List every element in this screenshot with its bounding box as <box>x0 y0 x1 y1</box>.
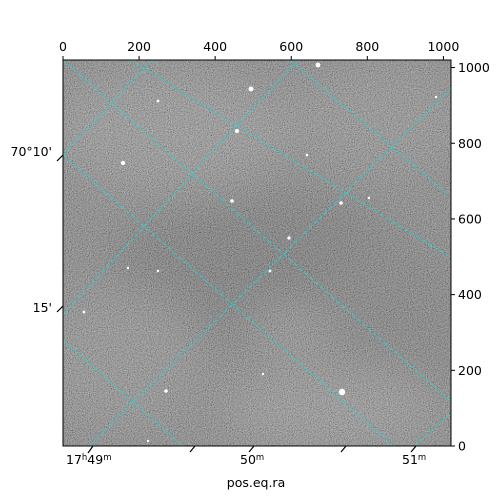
ra-tick <box>410 445 417 453</box>
dec-tick <box>56 154 64 162</box>
y-tick-label: 800 <box>458 136 482 151</box>
dec-tick <box>56 305 64 313</box>
x-tick-label: 600 <box>279 39 303 54</box>
y-tick-label: 200 <box>458 363 482 378</box>
left-dec-axis <box>56 154 64 313</box>
grid-line <box>129 60 451 259</box>
grid-line <box>63 154 395 446</box>
coordinate-grid <box>63 60 451 446</box>
x-tick-label: 0 <box>59 39 67 54</box>
grid-line <box>63 339 184 446</box>
y-tick-label: 400 <box>458 287 482 302</box>
y-tick-label: 1000 <box>458 60 490 75</box>
y-tick-label: 600 <box>458 211 482 226</box>
y-tick-label: 0 <box>458 439 466 454</box>
x-tick-label: 800 <box>355 39 379 54</box>
x-tick-label: 200 <box>127 39 151 54</box>
grid-line <box>289 60 451 198</box>
ra-tick <box>340 445 347 453</box>
grid-line <box>63 60 451 403</box>
ra-tick-label-51: 51m <box>402 452 426 467</box>
dec-tick-label-10: 70°10' <box>11 144 53 159</box>
x-tick-label: 1000 <box>427 39 459 54</box>
grid-line <box>63 60 154 156</box>
ra-tick-label-49: 17h49m <box>66 452 111 467</box>
x-axis-title: pos.eq.ra <box>227 475 285 490</box>
ra-tick <box>87 445 94 454</box>
ra-tick-label-50: 50m <box>240 452 264 467</box>
sky-image <box>63 60 451 446</box>
x-tick-label: 400 <box>203 39 227 54</box>
ra-tick <box>189 445 196 453</box>
grid-line <box>63 60 299 316</box>
grid-line <box>88 88 451 446</box>
bottom-ra-axis <box>87 445 417 454</box>
stars <box>82 62 438 443</box>
right-pixel-axis: 0 200 400 600 800 1000 <box>451 60 490 454</box>
plot-frame <box>62 59 452 447</box>
ra-tick <box>248 445 255 453</box>
top-pixel-axis: 0 200 400 600 800 1000 <box>59 39 459 60</box>
dec-tick-label-15: 15' <box>33 300 52 315</box>
